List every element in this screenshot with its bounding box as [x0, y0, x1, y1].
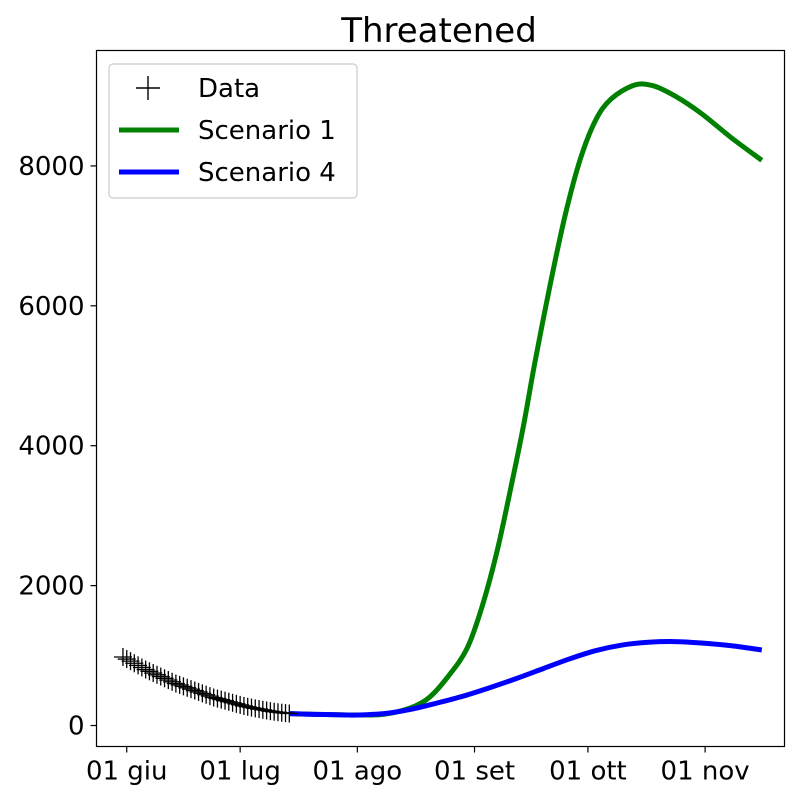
- y-tick-label: 2000: [18, 572, 84, 602]
- legend-label-scenario-1: Scenario 1: [198, 116, 336, 146]
- legend-entry-scenario-1: Scenario 1: [119, 116, 336, 146]
- data-point-plus: [200, 687, 219, 706]
- legend-entry-data: Data: [136, 74, 260, 104]
- data-point-plus: [246, 699, 265, 718]
- data-point-plus: [125, 654, 144, 673]
- data-point-plus: [208, 689, 227, 708]
- x-tick-label: 01 lug: [199, 757, 281, 787]
- data-point-plus: [155, 669, 174, 688]
- data-point-plus: [189, 682, 208, 701]
- legend-label-scenario-4: Scenario 4: [198, 158, 336, 188]
- data-point-plus: [257, 701, 276, 720]
- data-point-plus: [132, 658, 151, 677]
- data-point-plus: [204, 688, 223, 707]
- x-tick-label: 01 ago: [312, 757, 402, 787]
- series-layer: [113, 81, 764, 723]
- legend: Data Scenario 1 Scenario 4: [108, 63, 358, 199]
- data-point-plus: [170, 675, 189, 694]
- data-point-plus: [166, 674, 185, 693]
- data-point-plus: [136, 660, 155, 679]
- data-point-plus: [231, 695, 250, 714]
- data-point-plus: [147, 665, 166, 684]
- data-point-plus: [185, 681, 204, 700]
- x-tick-label: 01 ott: [549, 757, 627, 787]
- data-point-plus: [280, 704, 299, 723]
- series-scenario-4: [289, 639, 763, 718]
- data-point-plus: [223, 693, 242, 712]
- data-point-plus: [121, 652, 140, 671]
- data-point-plus: [117, 650, 136, 669]
- x-tick-label: 01 nov: [661, 757, 750, 787]
- data-point-plus: [216, 691, 235, 710]
- data-point-plus: [242, 698, 261, 717]
- data-point-plus: [129, 656, 148, 675]
- data-point-plus: [144, 664, 163, 683]
- data-point-plus: [250, 700, 269, 719]
- data-point-plus: [193, 684, 212, 703]
- y-tick-label: 8000: [18, 152, 84, 182]
- data-point-plus: [178, 678, 197, 697]
- x-tick-label: 01 giu: [86, 757, 168, 787]
- data-point-plus: [197, 685, 216, 704]
- data-point-plus: [238, 697, 257, 716]
- series-data: [113, 647, 299, 723]
- legend-box: [108, 63, 358, 199]
- data-point-plus: [159, 671, 178, 690]
- x-tick-label: 01 set: [434, 757, 515, 787]
- legend-label-data: Data: [198, 74, 260, 104]
- y-tick-label: 6000: [18, 292, 84, 322]
- data-point-plus: [163, 672, 182, 691]
- y-tick-label: 0: [68, 712, 85, 742]
- data-point-plus: [234, 696, 253, 715]
- legend-marker-plus-icon: [136, 76, 160, 100]
- data-point-plus: [212, 690, 231, 709]
- x-axis: 01 giu 01 lug 01 ago 01 set 01 ott 01 nov: [86, 746, 750, 787]
- data-point-plus: [113, 647, 132, 666]
- y-tick-label: 4000: [18, 432, 84, 462]
- data-point-plus: [182, 680, 201, 699]
- data-point-plus: [253, 700, 272, 719]
- data-point-plus: [174, 677, 193, 696]
- chart-title: Threatened: [340, 11, 537, 51]
- plot-frame: [95, 49, 786, 748]
- data-point-plus: [140, 662, 159, 681]
- data-point-plus: [219, 692, 238, 711]
- series-line-scenario-4: [289, 639, 763, 718]
- y-axis: 0 2000 4000 6000 8000: [18, 152, 97, 742]
- data-point-plus: [151, 667, 170, 686]
- data-point-plus: [227, 694, 246, 713]
- legend-entry-scenario-4: Scenario 4: [119, 158, 336, 188]
